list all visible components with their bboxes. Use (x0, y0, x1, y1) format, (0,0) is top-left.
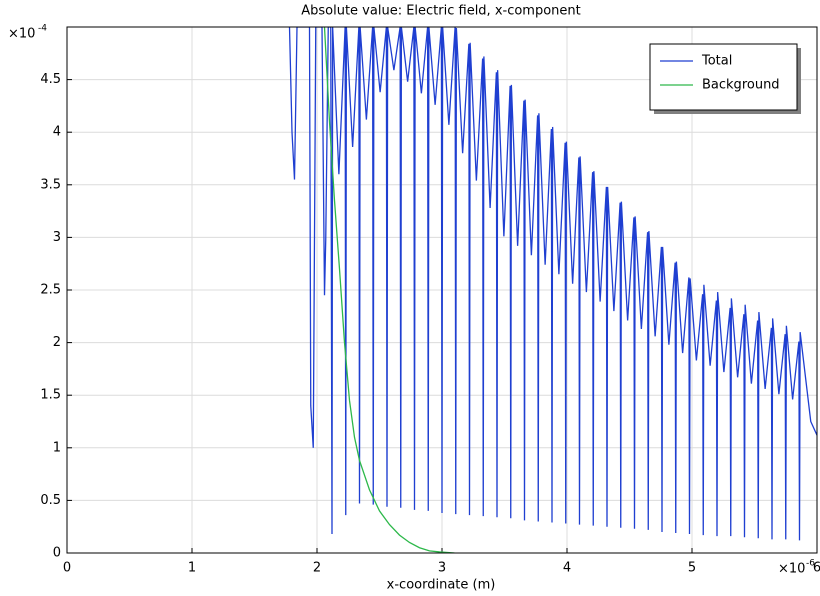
legend-label: Background (702, 78, 780, 93)
y-tick-label: 1.5 (40, 388, 61, 403)
plot-area (288, 27, 817, 553)
y-tick-label: 3.5 (40, 177, 61, 192)
y-tick-label: 4.5 (40, 72, 61, 87)
y-tick-label: 4 (53, 125, 61, 140)
line-series (323, 27, 455, 553)
y-multiplier-exponent: -4 (38, 24, 47, 34)
legend-box (649, 43, 798, 111)
x-tick-label: 4 (563, 561, 571, 576)
plot-frame (66, 26, 818, 554)
x-multiplier: ×10 (778, 562, 805, 577)
legend-label: Total (701, 54, 732, 69)
x-tick-label: 2 (313, 561, 321, 576)
line-series (288, 27, 817, 541)
x-tick-label: 5 (688, 561, 696, 576)
y-multiplier: ×10 (8, 27, 35, 42)
y-tick-label: 2.5 (40, 283, 61, 298)
x-tick-label: 6 (813, 561, 820, 576)
x-tick-label: 3 (438, 561, 446, 576)
y-tick-label: 2 (53, 335, 61, 350)
y-tick-label: 0.5 (40, 493, 61, 508)
y-tick-label: 0 (53, 546, 61, 561)
x-tick-label: 1 (188, 561, 196, 576)
x-multiplier-exponent: -6 (806, 559, 815, 569)
y-tick-label: 1 (53, 440, 61, 455)
y-tick-label: 3 (53, 230, 61, 245)
x-axis-label: x-coordinate (m) (387, 578, 496, 593)
chart-title: Absolute value: Electric field, x-compon… (301, 4, 581, 19)
x-tick-label: 0 (63, 561, 71, 576)
